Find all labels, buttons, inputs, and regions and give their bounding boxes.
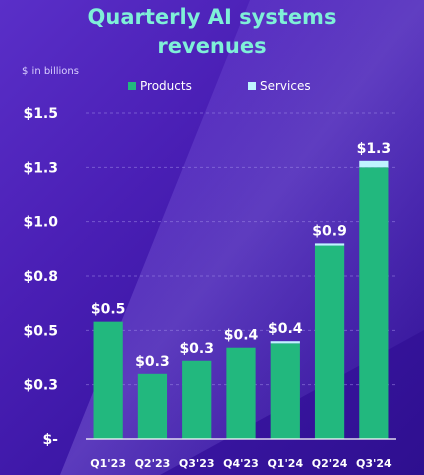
data-label: $0.4 [268,321,303,337]
data-labels: $0.5 $0.3 $0.3 $0.4 $0.4 $0.9 $1.3 [91,141,391,370]
bar-services [270,341,300,344]
y-tick-label: $0.8 [23,269,58,285]
chart-title-line-2: revenues [157,34,266,58]
bar-products [182,360,212,439]
x-tick-label: Q2'24 [312,457,348,470]
chart-title-line-1: Quarterly AI systems [88,5,337,29]
data-label: $0.9 [312,223,347,239]
data-label: $1.3 [357,141,392,157]
bar-products [93,321,123,439]
x-axis: Q1'23 Q2'23 Q3'23 Q4'23 Q1'24 Q2'24 Q3'24 [86,438,396,470]
data-label: $0.3 [135,354,170,370]
bar-services [359,160,389,168]
y-tick-label: $1.0 [23,215,58,231]
bar-products [226,347,256,439]
gridlines [86,112,396,386]
legend: Products Services [128,79,311,93]
y-tick-label: $0.3 [23,378,58,394]
x-tick-label: Q3'24 [356,457,392,470]
bar-services [314,243,345,246]
data-label: $0.3 [179,341,214,357]
data-label: $0.4 [224,328,259,344]
legend-label-services: Services [260,79,311,93]
x-tick-label: Q1'23 [90,457,126,470]
legend-swatch-products [128,82,136,90]
x-tick-label: Q1'24 [267,457,303,470]
y-tick-label: $1.5 [23,106,58,122]
x-tick-label: Q4'23 [223,457,259,470]
bars [93,160,389,440]
y-axis: $- $0.3 $0.5 $0.8 $1.0 $1.3 $1.5 [23,106,58,448]
x-tick-label: Q3'23 [179,457,215,470]
unit-label: $ in billions [22,66,79,77]
y-tick-label: $0.5 [23,323,58,339]
data-label: $0.5 [91,302,126,318]
x-tick-label: Q2'23 [135,457,171,470]
bar-products [270,343,300,439]
bar-products [137,373,168,439]
legend-swatch-services [248,82,256,90]
legend-label-products: Products [140,79,192,93]
bar-products [359,167,389,440]
y-tick-label: $1.3 [23,160,58,176]
bar-products [314,245,345,439]
y-tick-label: $- [42,432,58,448]
